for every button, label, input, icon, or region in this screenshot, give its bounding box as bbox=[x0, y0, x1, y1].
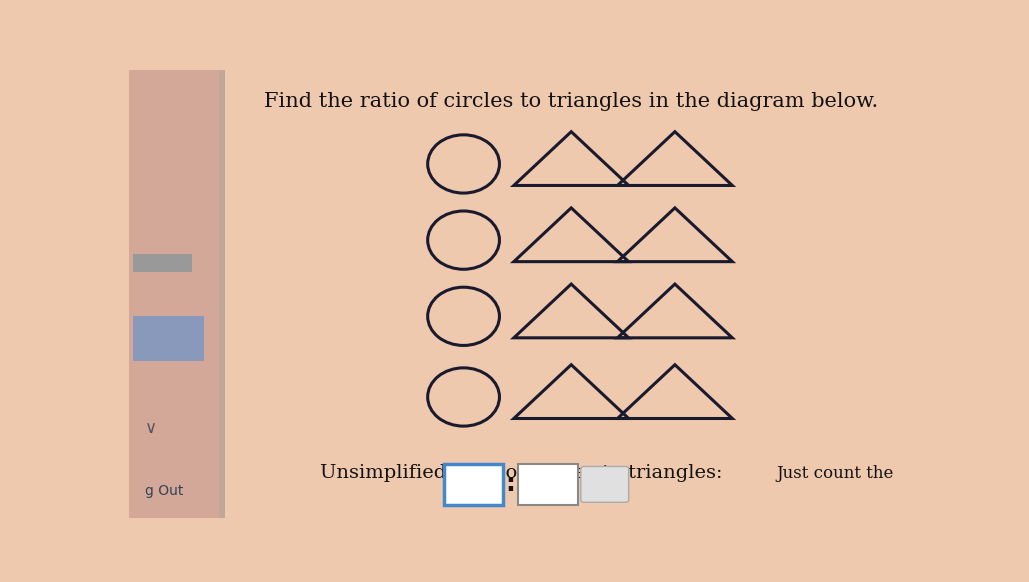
Bar bbox=[219, 70, 225, 518]
Text: :: : bbox=[505, 473, 514, 496]
Text: ∨: ∨ bbox=[144, 420, 156, 437]
Text: Just count the: Just count the bbox=[777, 464, 894, 482]
Text: try: try bbox=[595, 477, 614, 491]
Text: g Out: g Out bbox=[144, 484, 183, 498]
Bar bbox=[129, 70, 220, 518]
Bar bbox=[443, 464, 503, 505]
Text: Find the ratio of circles to triangles in the diagram below.: Find the ratio of circles to triangles i… bbox=[264, 93, 879, 111]
Bar bbox=[133, 317, 205, 361]
FancyBboxPatch shape bbox=[580, 466, 629, 502]
Bar bbox=[133, 254, 192, 271]
Text: Unsimplified ratio of circles to triangles:: Unsimplified ratio of circles to triangl… bbox=[320, 464, 722, 482]
Bar bbox=[518, 464, 577, 505]
